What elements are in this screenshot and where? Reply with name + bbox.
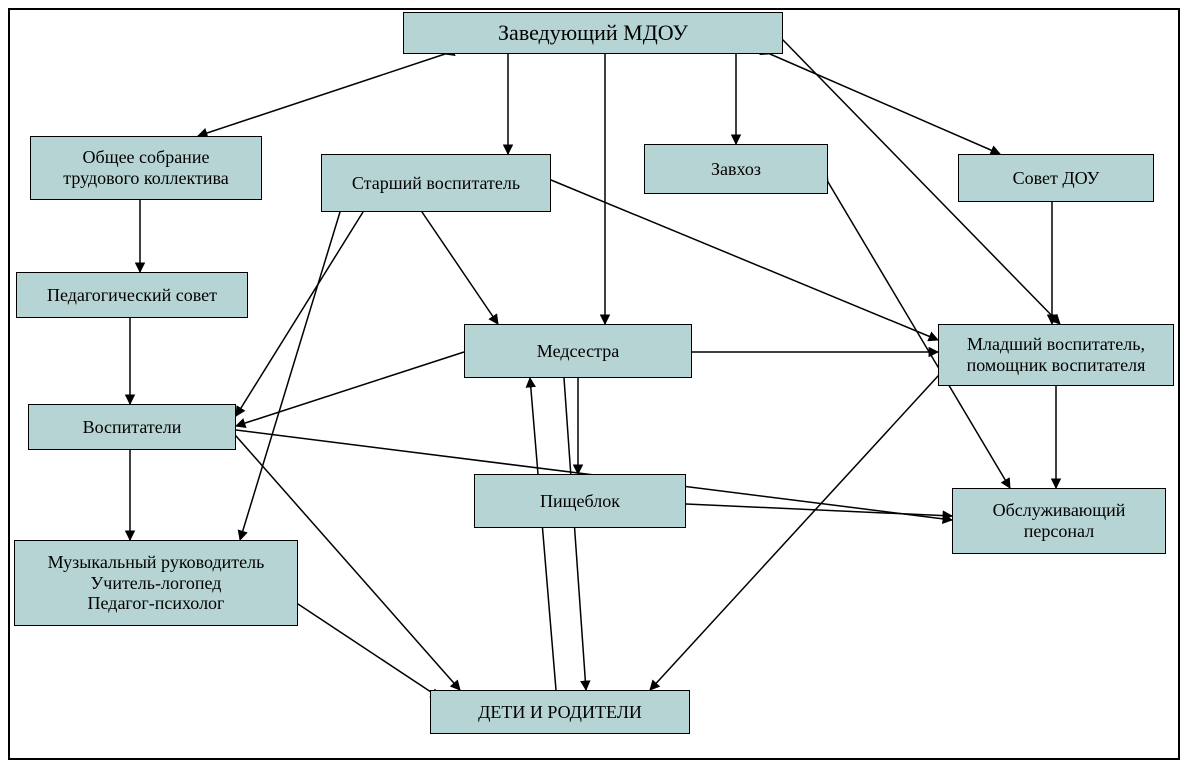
node-food: Пищеблок (474, 474, 686, 528)
node-senior: Старший воспитатель (321, 154, 551, 212)
node-zavhoz: Завхоз (644, 144, 828, 194)
node-assembly: Общее собрание трудового коллектива (30, 136, 262, 200)
node-council: Совет ДОУ (958, 154, 1154, 202)
node-vospit: Воспитатели (28, 404, 236, 450)
node-junior: Младший воспитатель, помощник воспитател… (938, 324, 1174, 386)
node-children: ДЕТИ И РОДИТЕЛИ (430, 690, 690, 734)
node-pedsovet: Педагогический совет (16, 272, 248, 318)
node-service: Обслуживающий персонал (952, 488, 1166, 554)
node-special: Музыкальный руководитель Учитель-логопед… (14, 540, 298, 626)
node-nurse: Медсестра (464, 324, 692, 378)
node-head: Заведующий МДОУ (403, 12, 783, 54)
